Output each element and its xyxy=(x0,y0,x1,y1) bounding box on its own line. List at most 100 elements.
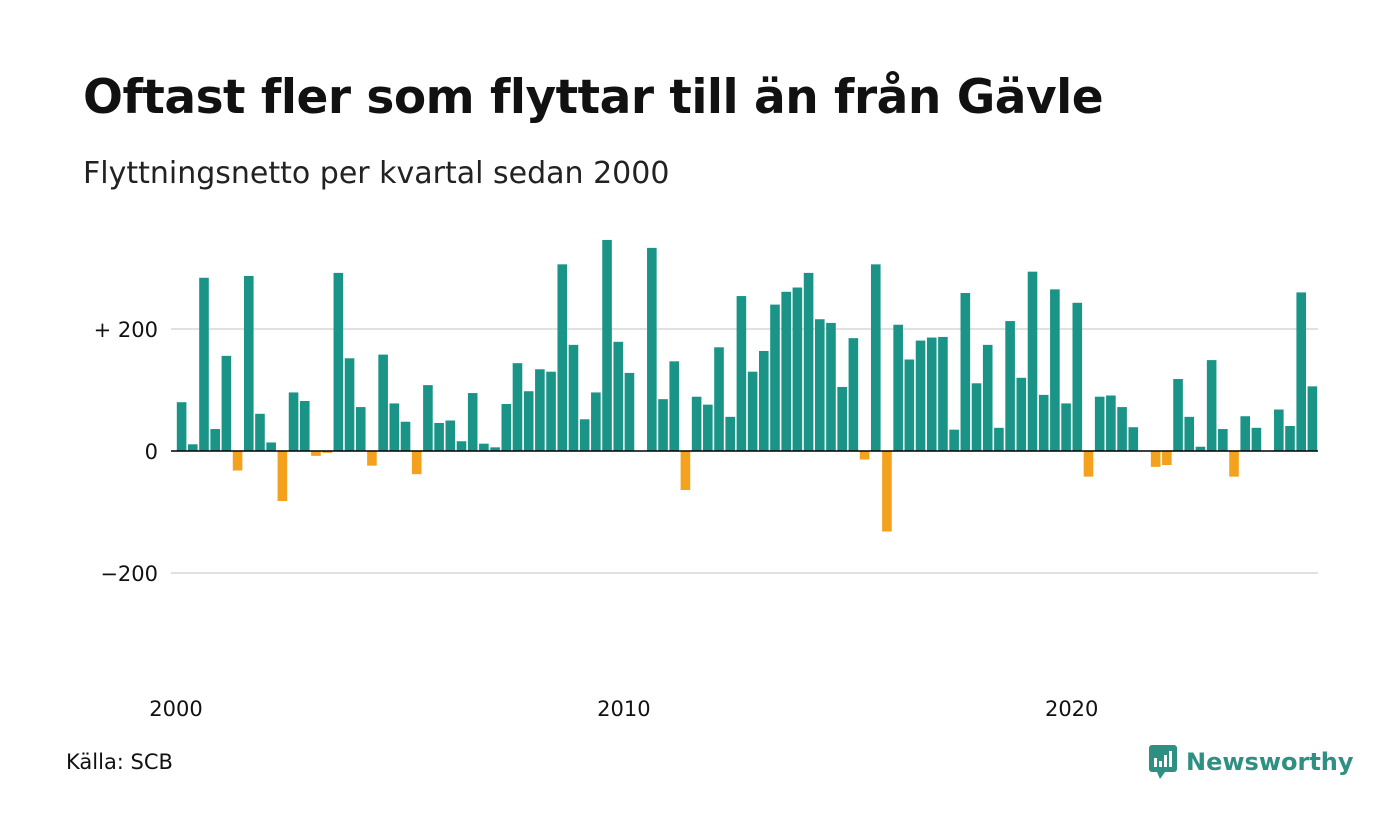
bar xyxy=(367,451,377,466)
bar xyxy=(994,427,1004,451)
bar xyxy=(1117,407,1127,451)
y-tick-label: −200 xyxy=(100,562,158,586)
bar xyxy=(915,340,926,451)
bar xyxy=(1083,451,1094,477)
newsworthy-logo-icon xyxy=(1149,745,1177,779)
x-tick-label: 2000 xyxy=(149,697,202,721)
bar xyxy=(703,404,713,451)
bar xyxy=(658,399,668,451)
bar xyxy=(210,429,220,451)
source-note: Källa: SCB xyxy=(66,750,173,774)
bar xyxy=(255,413,265,451)
bar xyxy=(882,451,892,532)
bar xyxy=(389,403,400,451)
bar xyxy=(949,429,959,451)
bar xyxy=(837,386,847,451)
bar xyxy=(971,383,982,451)
bar xyxy=(568,344,579,451)
bar xyxy=(848,338,859,451)
bar xyxy=(479,443,489,451)
bar xyxy=(322,451,332,453)
bar xyxy=(814,319,825,451)
bar xyxy=(770,304,780,451)
bar xyxy=(781,291,791,451)
bar xyxy=(378,354,388,451)
bar xyxy=(333,272,344,451)
bar xyxy=(467,393,478,451)
bar xyxy=(691,396,702,451)
bar xyxy=(1016,377,1027,451)
bar xyxy=(1274,409,1284,451)
bar xyxy=(456,441,467,451)
bar xyxy=(1162,451,1172,466)
bar xyxy=(904,359,915,451)
bar xyxy=(1038,394,1049,451)
bar xyxy=(546,371,556,451)
bar xyxy=(1150,451,1161,467)
bar xyxy=(1128,427,1139,451)
bar xyxy=(1218,429,1228,451)
bar xyxy=(277,451,288,502)
brand-label: Newsworthy xyxy=(1186,748,1354,776)
bar xyxy=(870,264,881,451)
bar xyxy=(1240,416,1251,451)
y-tick-label: 0 xyxy=(145,440,158,464)
bar xyxy=(1285,425,1295,451)
bar xyxy=(188,444,198,451)
bar xyxy=(400,421,411,451)
bar xyxy=(445,420,456,451)
bar xyxy=(982,344,993,451)
bar xyxy=(1195,446,1206,451)
bar xyxy=(579,419,590,451)
bar xyxy=(591,392,601,451)
bar xyxy=(1173,379,1183,451)
bar xyxy=(490,447,500,451)
bar xyxy=(960,293,971,451)
bar xyxy=(344,358,355,451)
x-tick-label: 2010 xyxy=(597,697,650,721)
bar xyxy=(1296,292,1307,451)
bar xyxy=(613,341,624,451)
bar xyxy=(1094,396,1105,451)
y-tick-label: + 200 xyxy=(94,318,158,342)
bar xyxy=(826,322,836,451)
brand-logo[interactable]: Newsworthy xyxy=(1148,742,1354,782)
bar xyxy=(266,442,276,451)
bar xyxy=(669,361,680,451)
bar xyxy=(512,363,523,451)
bar xyxy=(1027,271,1038,451)
bar xyxy=(714,347,724,451)
bar xyxy=(557,264,568,451)
bar xyxy=(535,369,545,451)
bar xyxy=(232,451,243,471)
bar xyxy=(893,324,903,451)
bar xyxy=(243,275,254,451)
bar xyxy=(736,296,747,451)
bar xyxy=(1106,395,1116,451)
bars xyxy=(176,239,1318,532)
bar xyxy=(1184,416,1195,451)
bar xyxy=(299,400,310,451)
bar xyxy=(1072,302,1083,451)
bar xyxy=(221,355,232,451)
bar xyxy=(355,407,366,451)
bar xyxy=(624,372,635,451)
bar xyxy=(1307,386,1318,451)
bar xyxy=(288,392,299,451)
y-tick-labels: + 200 0 −200 xyxy=(94,318,158,586)
bar xyxy=(199,277,209,451)
bar xyxy=(501,404,512,451)
bar xyxy=(803,272,814,451)
bar xyxy=(792,287,803,451)
bar xyxy=(1251,427,1262,451)
bar xyxy=(602,239,612,451)
bar xyxy=(1005,321,1015,451)
bar xyxy=(176,402,187,451)
bar xyxy=(926,337,937,451)
bar xyxy=(759,350,769,451)
bar xyxy=(1050,289,1060,451)
bar xyxy=(434,422,444,451)
bar xyxy=(311,451,321,456)
bar xyxy=(725,416,736,451)
